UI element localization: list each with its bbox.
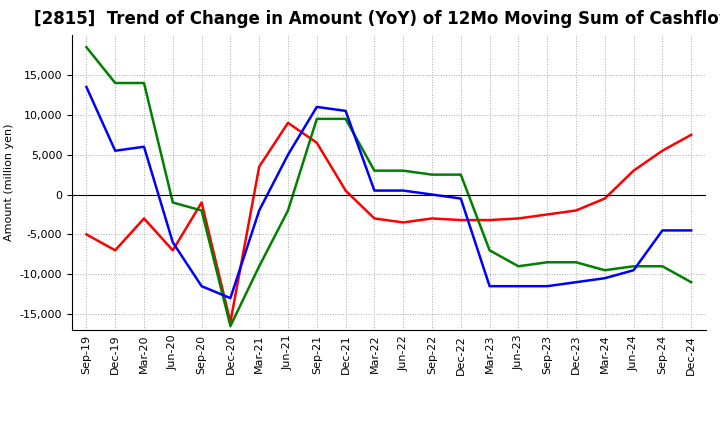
- Free Cashflow: [82, 84, 91, 90]
- Free Cashflow: [399, 188, 408, 193]
- Line: Operating Cashflow: Operating Cashflow: [86, 123, 691, 322]
- Investing Cashflow: [111, 81, 120, 86]
- Operating Cashflow: [111, 248, 120, 253]
- Investing Cashflow: [140, 81, 148, 86]
- Investing Cashflow: [428, 172, 436, 177]
- Operating Cashflow: [312, 140, 321, 145]
- Investing Cashflow: [226, 323, 235, 329]
- Investing Cashflow: [168, 200, 177, 205]
- Operating Cashflow: [370, 216, 379, 221]
- Investing Cashflow: [456, 172, 465, 177]
- Free Cashflow: [111, 148, 120, 154]
- Operating Cashflow: [543, 212, 552, 217]
- Operating Cashflow: [399, 220, 408, 225]
- Operating Cashflow: [168, 248, 177, 253]
- Free Cashflow: [543, 283, 552, 289]
- Operating Cashflow: [572, 208, 580, 213]
- Free Cashflow: [658, 228, 667, 233]
- Operating Cashflow: [600, 196, 609, 201]
- Free Cashflow: [485, 283, 494, 289]
- Line: Investing Cashflow: Investing Cashflow: [86, 47, 691, 326]
- Investing Cashflow: [514, 264, 523, 269]
- Investing Cashflow: [399, 168, 408, 173]
- Investing Cashflow: [543, 260, 552, 265]
- Free Cashflow: [428, 192, 436, 197]
- Free Cashflow: [341, 108, 350, 114]
- Free Cashflow: [629, 268, 638, 273]
- Free Cashflow: [284, 152, 292, 158]
- Investing Cashflow: [370, 168, 379, 173]
- Free Cashflow: [168, 240, 177, 245]
- Operating Cashflow: [485, 217, 494, 223]
- Operating Cashflow: [255, 164, 264, 169]
- Operating Cashflow: [658, 148, 667, 154]
- Operating Cashflow: [341, 188, 350, 193]
- Investing Cashflow: [341, 116, 350, 121]
- Operating Cashflow: [428, 216, 436, 221]
- Investing Cashflow: [687, 279, 696, 285]
- Free Cashflow: [370, 188, 379, 193]
- Free Cashflow: [140, 144, 148, 150]
- Free Cashflow: [687, 228, 696, 233]
- Operating Cashflow: [629, 168, 638, 173]
- Operating Cashflow: [226, 319, 235, 325]
- Title: [2815]  Trend of Change in Amount (YoY) of 12Mo Moving Sum of Cashflows: [2815] Trend of Change in Amount (YoY) o…: [34, 10, 720, 28]
- Operating Cashflow: [197, 200, 206, 205]
- Operating Cashflow: [82, 232, 91, 237]
- Operating Cashflow: [140, 216, 148, 221]
- Y-axis label: Amount (million yen): Amount (million yen): [4, 124, 14, 242]
- Investing Cashflow: [485, 248, 494, 253]
- Free Cashflow: [197, 283, 206, 289]
- Line: Free Cashflow: Free Cashflow: [86, 87, 691, 298]
- Operating Cashflow: [284, 120, 292, 125]
- Free Cashflow: [226, 296, 235, 301]
- Investing Cashflow: [572, 260, 580, 265]
- Investing Cashflow: [284, 208, 292, 213]
- Operating Cashflow: [687, 132, 696, 137]
- Free Cashflow: [456, 196, 465, 201]
- Investing Cashflow: [255, 264, 264, 269]
- Operating Cashflow: [514, 216, 523, 221]
- Free Cashflow: [312, 104, 321, 110]
- Investing Cashflow: [197, 208, 206, 213]
- Free Cashflow: [514, 283, 523, 289]
- Investing Cashflow: [312, 116, 321, 121]
- Operating Cashflow: [456, 217, 465, 223]
- Free Cashflow: [255, 208, 264, 213]
- Investing Cashflow: [600, 268, 609, 273]
- Free Cashflow: [600, 275, 609, 281]
- Investing Cashflow: [82, 44, 91, 50]
- Free Cashflow: [572, 279, 580, 285]
- Investing Cashflow: [629, 264, 638, 269]
- Investing Cashflow: [658, 264, 667, 269]
